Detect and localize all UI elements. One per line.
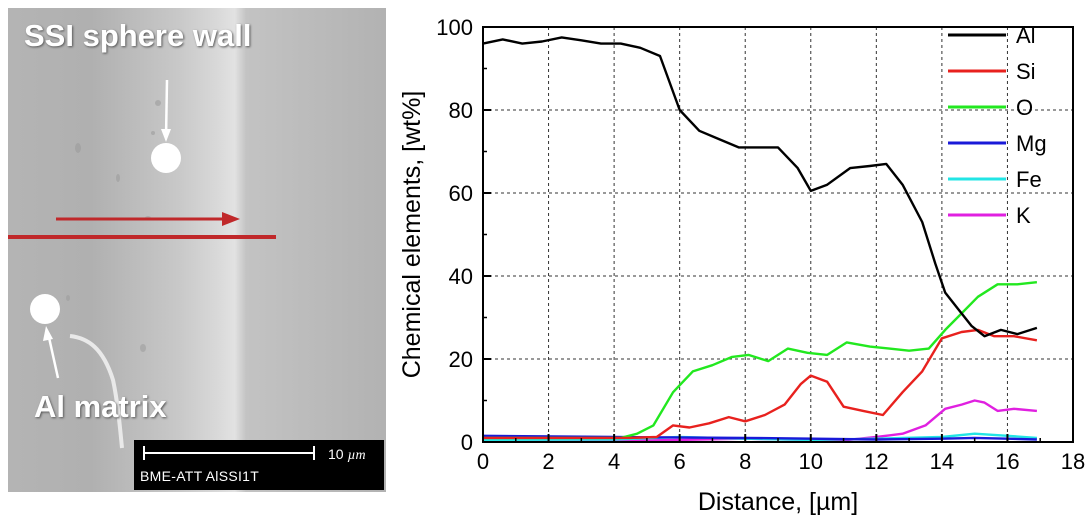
- x-tick-label: 8: [739, 449, 751, 474]
- matrix-pointer-line: [46, 332, 60, 379]
- scale-bar-unit: µm: [347, 448, 366, 463]
- series-layer: [482, 36, 1038, 442]
- scale-bar: [143, 446, 315, 460]
- x-tick-label: 18: [1061, 449, 1085, 474]
- series-line-al: [482, 36, 1038, 338]
- legend-label-k: K: [1016, 203, 1031, 228]
- x-tick-label: 0: [477, 449, 489, 474]
- scale-bar-label: 10 µm: [328, 446, 366, 464]
- y-tick-label: 100: [436, 15, 473, 40]
- x-tick-label: 6: [674, 449, 686, 474]
- plot-frame: [482, 26, 1074, 443]
- legend-label-si: Si: [1016, 59, 1036, 84]
- scale-bar-value: 10: [328, 446, 344, 462]
- x-tick-label: 2: [542, 449, 554, 474]
- matrix-marker: [30, 294, 60, 324]
- legend-label-al: Al: [1016, 23, 1036, 48]
- wall-marker: [151, 143, 181, 173]
- al-matrix-label: Al matrix: [34, 389, 167, 424]
- series-line-o: [483, 281, 1038, 440]
- legend: Al Si O Mg Fe K: [948, 23, 1047, 228]
- bright-inclusion: [69, 334, 124, 449]
- y-tick-label: 20: [449, 347, 473, 372]
- legend-label-fe: Fe: [1016, 167, 1042, 192]
- scale-bar-box: 10 µm BME-ATT AlSSI1T: [134, 440, 384, 490]
- y-axis-title: Chemical elements, [wt%]: [398, 91, 426, 379]
- grid-lines: [483, 27, 1073, 442]
- wall-pointer-line: [164, 79, 169, 139]
- sphere-wall-label: SSI sphere wall: [24, 18, 252, 53]
- micrograph-texture: [66, 35, 161, 352]
- micrograph-overlay: [8, 35, 276, 449]
- legend-label-mg: Mg: [1016, 131, 1047, 156]
- legend-label-o: O: [1016, 95, 1033, 120]
- sem-micrograph: SSI sphere wall Al matrix 10 µm BME-ATT …: [8, 8, 386, 492]
- x-tick-label: 4: [608, 449, 620, 474]
- series-line-si: [483, 328, 1038, 440]
- x-axis-title: Distance, [µm]: [698, 488, 858, 516]
- x-tick-label: 14: [930, 449, 954, 474]
- x-tick-label: 12: [864, 449, 888, 474]
- y-tick-label: 40: [449, 264, 473, 289]
- micrograph-caption: BME-ATT AlSSI1T: [140, 468, 260, 484]
- wall-pointer-head: [161, 129, 171, 142]
- element-profile-chart: 0 2 4 6 8 10 12 14 16 18 0 20 40 60 80 100 Al Si O Mg Fe K C…: [398, 15, 1085, 516]
- x-tick-label: 10: [799, 449, 823, 474]
- axis-ticks: 0 2 4 6 8 10 12 14 16 18 0 20 40 60 80 100: [436, 15, 1085, 474]
- x-tick-label: 16: [995, 449, 1019, 474]
- y-tick-label: 60: [449, 181, 473, 206]
- scan-arrow-head: [222, 212, 240, 226]
- matrix-pointer-head: [43, 326, 53, 341]
- y-tick-label: 80: [449, 98, 473, 123]
- y-tick-label: 0: [461, 430, 473, 455]
